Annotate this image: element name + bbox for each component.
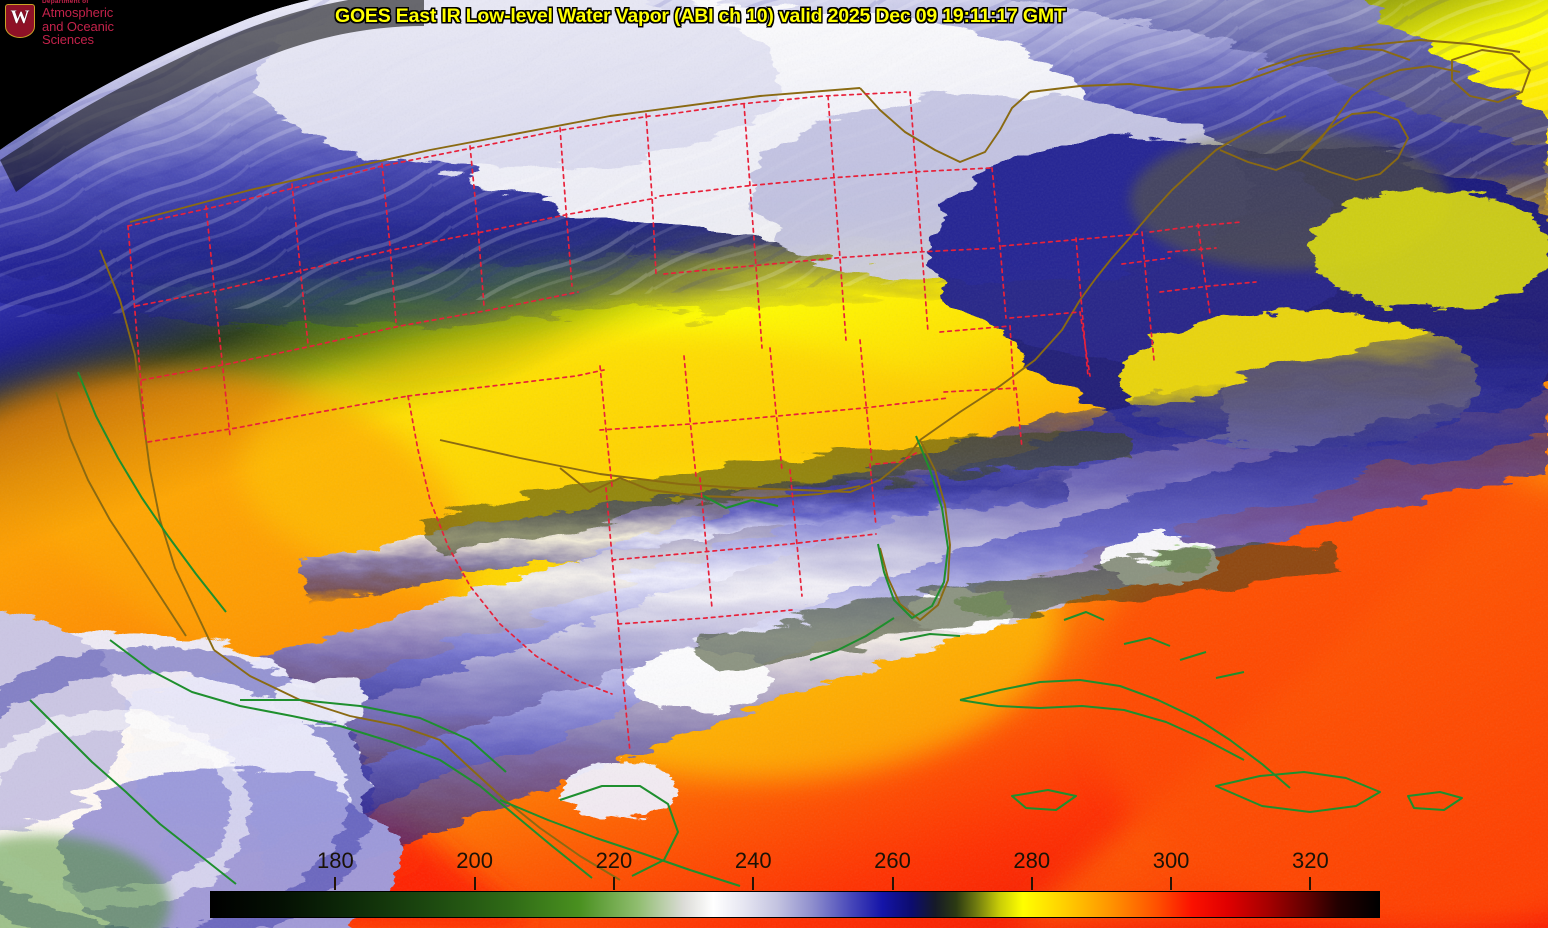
colorbar-label-220: 220 [595,848,633,873]
colorbar-tick-200 [473,877,476,890]
colorbar-tick-labels: 180 200 220 240 260 280 300 320 [210,848,1380,876]
coastline-lines [29,371,1463,887]
colorbar-label-320: 320 [1291,848,1329,873]
colorbar-tick-marks [210,877,1380,890]
colorbar-tick-300 [1170,877,1173,890]
colorbar-tick-280 [1030,877,1033,890]
colorbar-tick-180 [334,877,337,890]
colorbar-gradient-strip [210,891,1380,918]
earth-limb-shading [0,0,424,192]
colorbar-tick-220 [612,877,615,890]
colorbar: 180 200 220 240 260 280 300 320 [210,848,1380,920]
colorbar-label-300: 300 [1152,848,1190,873]
colorbar-tick-240 [752,877,755,890]
colorbar-tick-320 [1309,877,1312,890]
national-border-lines [55,39,1531,881]
state-border-lines [127,91,1257,753]
colorbar-label-260: 260 [874,848,911,873]
colorbar-label-240: 240 [734,848,772,873]
colorbar-label-180: 180 [316,848,354,873]
colorbar-tick-260 [891,877,894,890]
colorbar-label-200: 200 [456,848,493,873]
colorbar-label-280: 280 [1013,848,1051,873]
